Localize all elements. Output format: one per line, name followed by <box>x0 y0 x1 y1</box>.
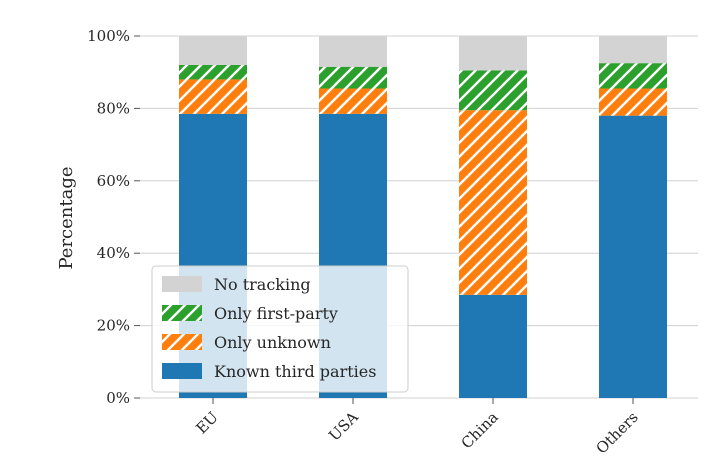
bar-hatch <box>459 110 527 295</box>
bars <box>179 36 667 398</box>
bar-segment <box>459 36 527 71</box>
legend-swatch <box>162 363 202 379</box>
y-tick-label: 20% <box>97 317 130 335</box>
y-tick-label: 80% <box>97 99 130 117</box>
bar-hatch <box>179 79 247 114</box>
legend: No tracking Only first-party Only unknown K… <box>151 265 409 393</box>
bar-hatch <box>179 64 247 80</box>
y-tick-label: 100% <box>87 27 130 45</box>
bar-segment <box>459 294 527 398</box>
bar-hatch <box>319 66 387 89</box>
y-tick-label: 0% <box>106 389 130 407</box>
legend-label: Only first-party <box>214 304 338 323</box>
x-tick-label: Others <box>593 408 642 457</box>
y-tick-label: 40% <box>97 244 130 262</box>
legend-label: Only unknown <box>214 333 331 352</box>
bar-segment <box>599 115 667 398</box>
legend-swatch <box>162 276 202 292</box>
y-axis-label: Percentage <box>56 166 77 269</box>
bar-hatch <box>599 63 667 89</box>
bar-segment <box>179 36 247 65</box>
x-axis: EU USA China Others <box>192 398 642 457</box>
legend-box <box>151 265 409 393</box>
bar-segment <box>319 36 387 67</box>
legend-label: Known third parties <box>214 362 376 381</box>
x-tick-label: USA <box>325 408 362 445</box>
y-tick-label: 60% <box>97 172 130 190</box>
legend-label: No tracking <box>214 275 311 294</box>
bar-hatch <box>319 88 387 114</box>
bar-hatch <box>599 88 667 116</box>
legend-swatch-hatch <box>162 334 202 350</box>
y-axis: 0% 20% 40% 60% 80% 100% <box>87 27 140 407</box>
bar-segment <box>599 36 667 64</box>
bar-hatch <box>459 70 527 111</box>
x-tick-label: China <box>458 408 502 452</box>
x-tick-label: EU <box>192 408 221 437</box>
legend-swatch-hatch <box>162 305 202 321</box>
